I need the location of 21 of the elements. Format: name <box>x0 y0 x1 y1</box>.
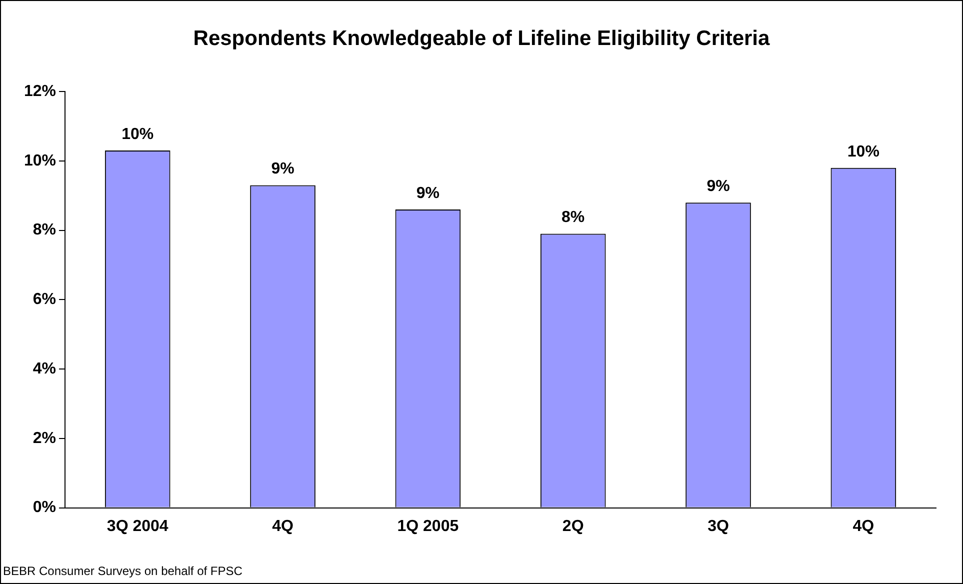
data-label: 9% <box>271 160 294 178</box>
data-label: 10% <box>847 143 880 160</box>
y-tick-label: 10% <box>24 152 56 170</box>
x-tick-label: 3Q 2004 <box>106 518 168 535</box>
x-tick-label: 3Q <box>708 518 729 535</box>
x-tick-label: 4Q <box>852 518 874 535</box>
text: BEBR Consumer Surveys on behalf of FPSC <box>3 564 242 578</box>
y-tick-label: 8% <box>32 222 56 239</box>
y-tick-label: 4% <box>32 360 56 378</box>
y-tick-label: 6% <box>32 291 56 308</box>
x-tick-label: 1Q 2005 <box>397 518 459 535</box>
chart-title: Respondents Knowledgeable of Lifeline Eligibility Criteria <box>192 27 771 51</box>
y-tick-label: 2% <box>32 430 56 447</box>
y-tick-label: 0% <box>32 499 56 516</box>
x-tick-label: 4Q <box>272 518 294 535</box>
data-label: 9% <box>416 184 440 202</box>
x-tick-label: 2Q <box>562 518 584 535</box>
data-label: 9% <box>706 178 730 195</box>
data-label: 10% <box>122 126 154 143</box>
data-label: 8% <box>562 209 585 226</box>
y-tick-label: 12% <box>24 83 56 100</box>
